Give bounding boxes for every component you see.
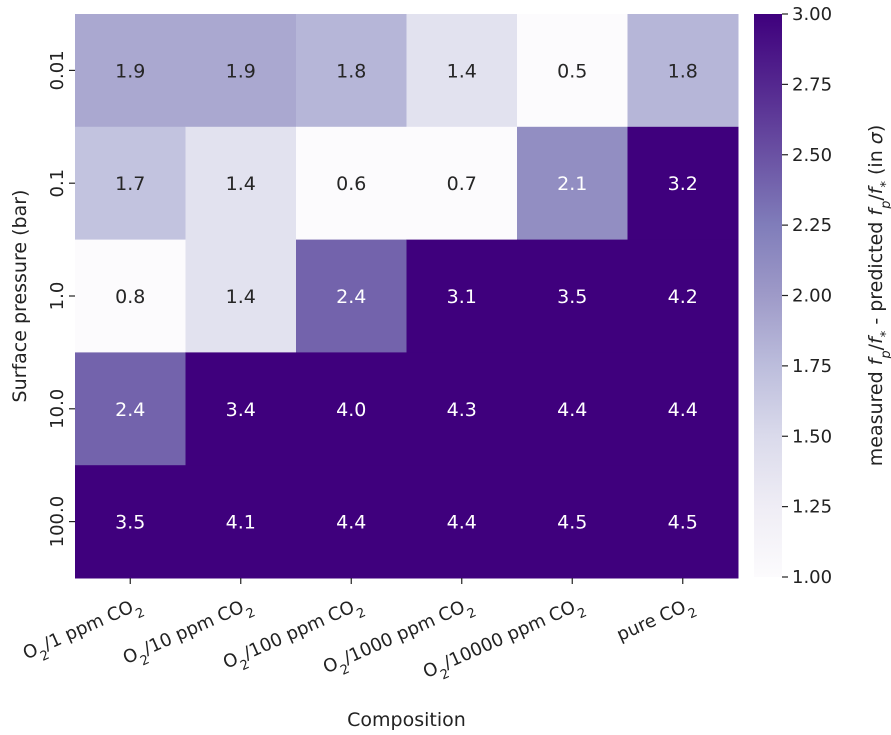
cell-value-label: 0.7 <box>447 173 477 195</box>
cell-value-label: 1.4 <box>226 286 256 308</box>
x-tick-label: pure CO2 <box>614 593 700 651</box>
colorbar-gradient <box>754 14 782 577</box>
heatmap-cell <box>75 239 186 353</box>
colorbar-tick-label: 2.50 <box>792 145 832 166</box>
cell-value-label: 4.5 <box>668 512 698 534</box>
cell-value-label: 4.2 <box>668 286 698 308</box>
cell-value-label: 4.5 <box>557 512 587 534</box>
heatmap-cell <box>517 14 628 128</box>
heatmap-cell <box>185 14 297 128</box>
y-tick-label: 10.0 <box>47 389 68 429</box>
cell-value-label: 0.6 <box>336 173 366 195</box>
heatmap-cell <box>627 352 739 466</box>
y-tick-label: 0.01 <box>47 50 68 90</box>
colorbar-tick-label: 1.75 <box>792 356 832 377</box>
cell-value-label: 1.8 <box>336 60 366 82</box>
cell-value-label: 1.4 <box>447 60 477 82</box>
cell-value-label: 1.9 <box>226 60 256 82</box>
y-tick-label: 100.0 <box>47 496 68 548</box>
heatmap-cells: 1.9 1.9 1.8 1.4 0.5 1.8 1.7 1.4 0.6 0.7 2.1 3.2 0.8 1… <box>75 14 739 579</box>
colorbar-tick-label: 1.00 <box>792 567 832 588</box>
cell-value-label: 4.4 <box>557 399 587 421</box>
cell-value-label: 4.0 <box>336 399 366 421</box>
heatmap-cell <box>296 126 407 241</box>
cell-value-label: 3.5 <box>115 512 145 534</box>
cell-value-label: 1.7 <box>115 173 145 195</box>
heatmap-cell <box>517 239 628 353</box>
heatmap-cell <box>627 239 739 353</box>
heatmap-cell <box>296 14 407 128</box>
cell-value-label: 4.4 <box>447 512 477 534</box>
cell-value-label: 3.4 <box>226 399 256 421</box>
heatmap-cell <box>406 126 518 241</box>
cell-value-label: 2.1 <box>557 173 587 195</box>
heatmap-cell <box>627 465 739 579</box>
cell-value-label: 2.4 <box>336 286 366 308</box>
cell-value-label: 3.5 <box>557 286 587 308</box>
heatmap-cell <box>296 239 407 353</box>
cell-value-label: 4.1 <box>226 512 256 534</box>
heatmap-cell <box>75 465 186 579</box>
heatmap-cell <box>75 14 186 128</box>
colorbar-title: measured fp/f* - predicted fp/f* (in σ) <box>865 125 891 467</box>
heatmap-cell <box>296 465 407 579</box>
cell-value-label: 0.8 <box>115 286 145 308</box>
heatmap-cell <box>627 126 739 241</box>
heatmap-cell <box>406 465 518 579</box>
colorbar-tick-label: 3.00 <box>792 4 832 25</box>
heatmap-cell <box>406 239 518 353</box>
y-tick-label: 0.1 <box>47 169 68 198</box>
colorbar-tick-label: 2.75 <box>792 74 832 95</box>
y-tick-label: 1.0 <box>47 282 68 311</box>
heatmap-cell <box>185 126 297 241</box>
colorbar-tick-label: 1.50 <box>792 426 832 447</box>
colorbar: 1.00 1.25 1.50 1.75 2.00 2.25 2.50 2.75 3.00 <box>754 4 832 588</box>
heatmap-cell <box>406 352 518 466</box>
heatmap-cell <box>517 126 628 241</box>
cell-value-label: 4.4 <box>336 512 366 534</box>
y-axis-title: Surface pressure (bar) <box>9 190 31 403</box>
cell-value-label: 1.4 <box>226 173 256 195</box>
y-axis: 0.01 0.1 1.0 10.0 100.0 <box>47 50 75 547</box>
cell-value-label: 2.4 <box>115 399 145 421</box>
heatmap-cell <box>75 352 186 466</box>
cell-value-label: 0.5 <box>557 60 587 82</box>
colorbar-tick-label: 1.25 <box>792 497 832 518</box>
colorbar-tick-label: 2.25 <box>792 215 832 236</box>
cell-value-label: 3.1 <box>447 286 477 308</box>
cell-value-label: 1.8 <box>668 60 698 82</box>
cell-value-label: 1.9 <box>115 60 145 82</box>
heatmap-cell <box>296 352 407 466</box>
cell-value-label: 4.4 <box>668 399 698 421</box>
heatmap-cell <box>185 352 297 466</box>
heatmap-cell <box>517 352 628 466</box>
colorbar-tick-label: 2.00 <box>792 286 832 307</box>
heatmap-cell <box>185 465 297 579</box>
heatmap-cell <box>627 14 739 128</box>
heatmap-cell <box>75 126 186 241</box>
heatmap-cell <box>517 465 628 579</box>
heatmap-cell <box>406 14 518 128</box>
cell-value-label: 3.2 <box>668 173 698 195</box>
heatmap-cell <box>185 239 297 353</box>
x-axis-title: Composition <box>347 709 466 731</box>
cell-value-label: 4.3 <box>447 399 477 421</box>
